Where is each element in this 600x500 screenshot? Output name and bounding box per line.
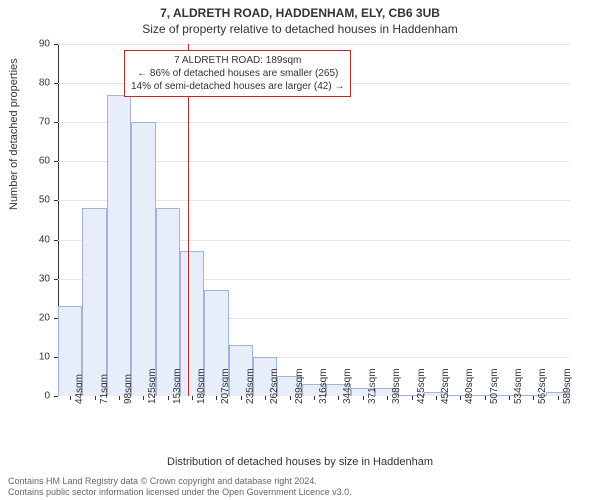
x-tick — [143, 396, 144, 400]
x-tick — [460, 396, 461, 400]
x-axis-label: Distribution of detached houses by size … — [0, 456, 600, 468]
y-tick-label: 90 — [20, 39, 50, 50]
x-tick — [363, 396, 364, 400]
chart-plot-area: 010203040506070809044sqm71sqm98sqm125sqm… — [58, 44, 570, 396]
footer-attribution: Contains HM Land Registry data © Crown c… — [8, 476, 592, 499]
page-title-line1: 7, ALDRETH ROAD, HADDENHAM, ELY, CB6 3UB — [0, 6, 600, 20]
x-tick — [265, 396, 266, 400]
x-tick-label: 452sqm — [440, 368, 451, 404]
footer-line1: Contains HM Land Registry data © Crown c… — [8, 476, 592, 487]
x-tick — [412, 396, 413, 400]
y-tick-label: 20 — [20, 312, 50, 323]
y-tick-label: 10 — [20, 351, 50, 362]
y-tick — [54, 83, 58, 84]
x-tick — [436, 396, 437, 400]
y-tick — [54, 279, 58, 280]
x-tick-label: 480sqm — [464, 368, 475, 404]
y-tick-label: 50 — [20, 195, 50, 206]
y-axis-label: Number of detached properties — [8, 58, 20, 210]
annotation-line: 7 ALDRETH ROAD: 189sqm — [131, 54, 344, 67]
x-tick-label: 589sqm — [562, 368, 573, 404]
y-tick — [54, 44, 58, 45]
x-tick — [216, 396, 217, 400]
y-tick-label: 80 — [20, 78, 50, 89]
x-tick — [338, 396, 339, 400]
x-tick — [290, 396, 291, 400]
y-tick-label: 30 — [20, 273, 50, 284]
y-tick — [54, 200, 58, 201]
annotation-line: ← 86% of detached houses are smaller (26… — [131, 67, 344, 80]
y-tick — [54, 122, 58, 123]
y-tick — [54, 240, 58, 241]
annotation-line: 14% of semi-detached houses are larger (… — [131, 80, 344, 93]
x-tick-label: 562sqm — [537, 368, 548, 404]
x-tick — [558, 396, 559, 400]
x-tick-label: 534sqm — [513, 368, 524, 404]
y-tick — [54, 161, 58, 162]
grid-line — [58, 44, 570, 45]
y-tick-label: 40 — [20, 234, 50, 245]
x-tick-label: 398sqm — [391, 368, 402, 404]
x-tick — [387, 396, 388, 400]
annotation-box: 7 ALDRETH ROAD: 189sqm← 86% of detached … — [124, 50, 351, 97]
x-tick — [314, 396, 315, 400]
x-tick — [192, 396, 193, 400]
x-tick — [119, 396, 120, 400]
y-tick-label: 60 — [20, 156, 50, 167]
x-tick-label: 425sqm — [416, 368, 427, 404]
footer-line2: Contains public sector information licen… — [8, 487, 592, 498]
bar — [107, 95, 131, 396]
y-tick — [54, 396, 58, 397]
page-title-line2: Size of property relative to detached ho… — [0, 22, 600, 36]
x-tick-label: 371sqm — [367, 368, 378, 404]
x-tick-label: 507sqm — [489, 368, 500, 404]
x-tick — [485, 396, 486, 400]
x-tick — [533, 396, 534, 400]
x-tick — [95, 396, 96, 400]
x-tick — [70, 396, 71, 400]
y-tick-label: 0 — [20, 391, 50, 402]
x-tick — [168, 396, 169, 400]
bar — [131, 122, 155, 396]
y-tick-label: 70 — [20, 117, 50, 128]
x-tick-label: 344sqm — [342, 368, 353, 404]
x-tick — [241, 396, 242, 400]
x-tick — [509, 396, 510, 400]
bar — [82, 208, 106, 396]
